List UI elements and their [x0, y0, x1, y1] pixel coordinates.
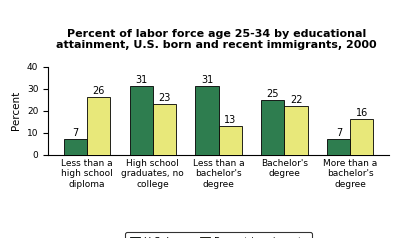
Text: 23: 23	[158, 93, 170, 103]
Text: 26: 26	[92, 86, 104, 96]
Text: 31: 31	[135, 75, 147, 85]
Bar	[219, 126, 242, 155]
Text: 7: 7	[336, 128, 342, 138]
Bar	[284, 106, 308, 155]
Y-axis label: Percent: Percent	[11, 91, 21, 130]
Bar	[153, 104, 176, 155]
Bar	[130, 86, 153, 155]
Bar	[64, 139, 87, 155]
Legend: U.S. born, Recent immigrants: U.S. born, Recent immigrants	[126, 232, 312, 238]
Text: 13: 13	[224, 115, 236, 125]
Text: Percent of labor force age 25-34 by educational
attainment, U.S. born and recent: Percent of labor force age 25-34 by educ…	[56, 29, 377, 50]
Bar	[327, 139, 350, 155]
Text: 31: 31	[201, 75, 213, 85]
Bar	[195, 86, 219, 155]
Text: 22: 22	[290, 95, 302, 105]
Bar	[350, 119, 373, 155]
Text: 25: 25	[267, 89, 279, 99]
Bar	[87, 98, 110, 155]
Bar	[261, 100, 284, 155]
Text: 7: 7	[72, 128, 78, 138]
Text: 16: 16	[356, 108, 368, 118]
